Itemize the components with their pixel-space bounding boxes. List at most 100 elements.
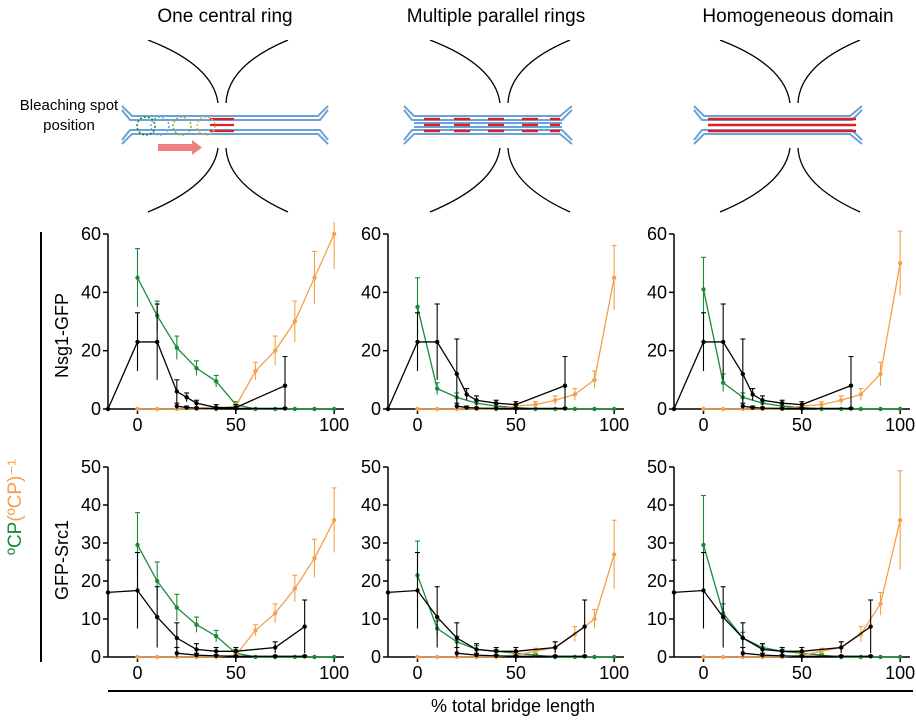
data-point-black <box>513 402 519 407</box>
data-point-black <box>760 398 765 403</box>
data-point-black <box>194 400 199 406</box>
y-tick-label: 40 <box>361 495 381 515</box>
data-point-black <box>154 339 160 345</box>
y-tick-label: 50 <box>647 457 667 477</box>
data-point-orange <box>701 406 706 412</box>
y-tick-label: 50 <box>81 457 101 477</box>
data-point-orange <box>819 402 824 407</box>
data-point-green <box>897 406 903 412</box>
data-point-green <box>720 380 726 385</box>
data-point-black <box>582 624 587 629</box>
data-point-green <box>194 365 199 371</box>
y-tick-label: 0 <box>371 647 381 667</box>
data-point-black <box>720 339 726 345</box>
x-tick-label: 100 <box>599 663 629 683</box>
y-tick-label: 30 <box>361 533 381 553</box>
x-tick-label: 50 <box>792 663 812 683</box>
data-point-black <box>194 405 199 411</box>
chart-panel-nsg1-parallel: 0 20 40 60 0 50 100 <box>361 224 629 435</box>
data-point-black <box>272 645 278 650</box>
series-line-green <box>702 289 901 410</box>
data-point-green <box>292 406 298 412</box>
data-point-black <box>848 406 854 411</box>
series-line-orange <box>417 277 615 410</box>
data-point-orange <box>878 371 883 377</box>
data-point-black <box>799 649 805 654</box>
bleaching-spot-label: Bleaching spot position <box>19 97 119 134</box>
data-point-black <box>434 614 440 620</box>
y-tick-label: 10 <box>361 609 381 629</box>
data-point-orange <box>819 649 824 654</box>
data-point-black <box>779 400 785 406</box>
data-point-black <box>799 402 805 407</box>
cell-outline-top-right <box>225 40 289 104</box>
data-point-orange <box>858 392 864 397</box>
data-point-orange <box>312 556 317 561</box>
data-point-black <box>493 649 499 654</box>
data-point-orange <box>533 649 538 654</box>
chart-panel-src1-homogeneous: 0 10 20 30 40 50 0 50 100 <box>647 457 915 683</box>
data-point-black <box>493 406 499 411</box>
y-tick-label: 0 <box>657 647 667 667</box>
data-point-orange <box>434 654 440 660</box>
chart-panel-nsg1-homogeneous: 0 20 40 60 0 50 100 <box>647 224 915 435</box>
data-point-black <box>415 339 420 345</box>
homogeneous-domain <box>708 117 856 133</box>
data-point-black <box>282 383 288 388</box>
data-point-green <box>174 345 180 350</box>
series-line-orange <box>137 233 335 410</box>
x-tick-label: 50 <box>226 663 246 683</box>
data-point-orange <box>897 518 903 523</box>
y-tick-label: 20 <box>81 571 101 591</box>
data-point-green <box>312 654 317 660</box>
data-point-black <box>493 653 499 659</box>
chart-panel-nsg1-central: 0 20 40 60 0 50 100 <box>81 222 349 435</box>
data-point-black <box>760 647 765 652</box>
y-tick-label: 40 <box>81 282 101 302</box>
data-point-green <box>858 406 864 412</box>
data-point-green <box>292 654 298 660</box>
data-point-black <box>750 392 755 397</box>
data-point-black <box>434 339 440 345</box>
y-tick-label: 10 <box>647 609 667 629</box>
data-point-black <box>868 654 873 659</box>
data-point-orange <box>878 601 883 606</box>
x-tick-label: 50 <box>792 415 812 435</box>
data-point-orange <box>331 518 337 523</box>
data-point-black <box>701 588 706 593</box>
x-tick-label: 0 <box>412 663 422 683</box>
data-point-orange <box>701 654 706 660</box>
y-tick-label: 40 <box>647 282 667 302</box>
data-point-black <box>302 624 307 629</box>
y-tick-label: 30 <box>81 533 101 553</box>
data-point-orange <box>331 231 337 237</box>
y-tick-label: 0 <box>91 399 101 419</box>
data-point-orange <box>552 398 558 403</box>
data-point-black <box>194 647 199 652</box>
data-point-black <box>740 403 746 409</box>
data-point-black <box>799 406 805 411</box>
data-point-green <box>213 379 219 384</box>
data-point-green <box>858 654 864 660</box>
data-point-black <box>302 654 307 659</box>
data-point-black <box>493 400 499 406</box>
data-point-black <box>552 654 558 659</box>
arrow-icon <box>158 140 202 155</box>
bleach-spots <box>136 116 216 136</box>
data-point-black <box>562 383 568 388</box>
data-point-green <box>213 633 219 639</box>
x-tick-label: 0 <box>698 415 708 435</box>
data-point-green <box>572 406 578 412</box>
data-point-black <box>385 590 391 595</box>
data-point-orange <box>135 406 140 412</box>
data-point-green <box>878 406 883 412</box>
data-point-black <box>474 652 479 658</box>
data-point-black <box>233 406 239 411</box>
data-point-black <box>415 588 420 593</box>
data-point-green <box>415 304 420 310</box>
diagram-homogeneous-domain <box>693 40 863 213</box>
data-point-orange <box>292 586 298 591</box>
data-point-black <box>174 651 180 656</box>
data-point-black <box>105 590 111 595</box>
data-point-green <box>897 654 903 660</box>
